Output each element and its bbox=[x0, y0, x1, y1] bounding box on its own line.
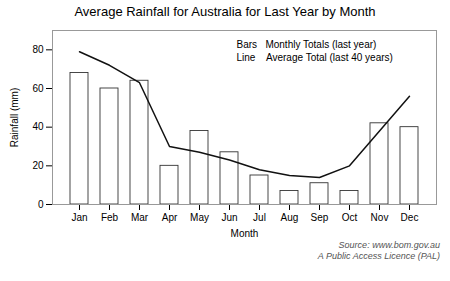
svg-text:Apr: Apr bbox=[162, 212, 178, 223]
svg-text:Mar: Mar bbox=[131, 212, 149, 223]
svg-text:Sep: Sep bbox=[311, 212, 329, 223]
svg-text:Jun: Jun bbox=[221, 212, 237, 223]
svg-text:Jul: Jul bbox=[253, 212, 266, 223]
svg-text:Rainfall (mm): Rainfall (mm) bbox=[9, 88, 20, 147]
svg-text:Nov: Nov bbox=[371, 212, 389, 223]
svg-text:Month: Month bbox=[231, 228, 259, 239]
svg-text:Bars Monthly Totals (last ye: Bars Monthly Totals (last year)Line Aver… bbox=[237, 39, 393, 63]
svg-text:May: May bbox=[190, 212, 209, 223]
svg-text:Dec: Dec bbox=[401, 212, 419, 223]
svg-text:60: 60 bbox=[32, 83, 44, 94]
svg-text:20: 20 bbox=[32, 160, 44, 171]
svg-text:40: 40 bbox=[32, 121, 44, 132]
svg-text:0: 0 bbox=[38, 199, 44, 210]
html-text:Average Rainfall for Australia: Average Rainfall for Australia for Last … bbox=[74, 4, 376, 19]
svg-text:Oct: Oct bbox=[342, 212, 358, 223]
svg-text:Jan: Jan bbox=[71, 212, 87, 223]
svg-text:80: 80 bbox=[32, 44, 44, 55]
svg-text:Feb: Feb bbox=[101, 212, 119, 223]
html-text:Source: www.bom.gov.au A Publi: Source: www.bom.gov.au A Public Access L… bbox=[317, 240, 440, 261]
svg-text:Aug: Aug bbox=[281, 212, 299, 223]
